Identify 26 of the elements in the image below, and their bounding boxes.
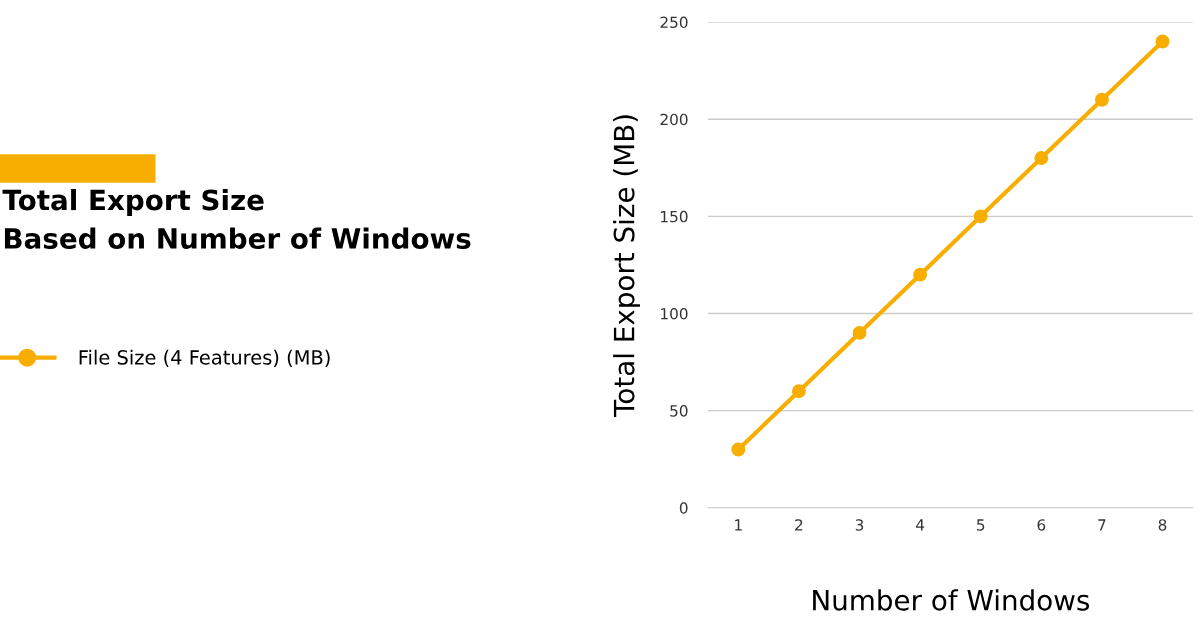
y-axis-title: Total Export Size (MB) xyxy=(613,115,640,417)
x-tick-label: 6 xyxy=(1037,519,1046,531)
x-tick-label: 1 xyxy=(735,519,742,531)
x-tick-label: 5 xyxy=(977,519,985,531)
text: Total Export Size Based on Number of Windows xyxy=(2,189,471,249)
point xyxy=(791,384,806,399)
point xyxy=(731,442,746,457)
point xyxy=(913,267,928,282)
y-tick-label: 50 xyxy=(670,405,688,417)
point xyxy=(852,325,867,340)
x-tick-label: 8 xyxy=(1158,519,1167,531)
y-tick-label: 250 xyxy=(660,16,688,29)
point xyxy=(1034,151,1049,165)
point xyxy=(1094,92,1109,107)
point xyxy=(973,209,988,224)
y-tick-label: 150 xyxy=(661,210,688,223)
x-tick-label: 7 xyxy=(1098,519,1106,531)
x-tick-label: 3 xyxy=(855,519,864,531)
legend-label: File Size (4 Features) (MB) xyxy=(79,349,330,368)
x-tick-label: 2 xyxy=(795,519,803,531)
x-tick-label: 4 xyxy=(915,519,925,531)
y-tick-label: 0 xyxy=(679,502,688,514)
y-tick-label: 100 xyxy=(661,307,688,320)
y-tick-label: 200 xyxy=(660,113,688,126)
x-axis-title: Number of Windows xyxy=(813,589,1090,611)
point xyxy=(1155,34,1170,49)
